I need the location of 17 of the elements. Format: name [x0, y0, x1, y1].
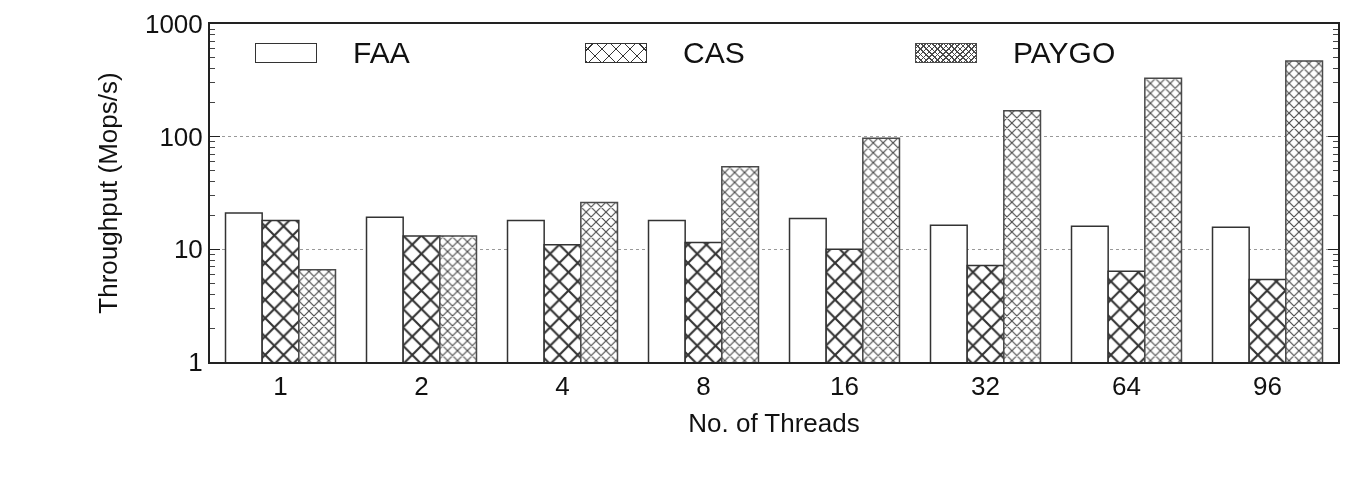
y-tick-label: 10	[173, 234, 203, 265]
x-tick-label: 96	[1253, 371, 1282, 402]
y-tick-label: 100	[159, 121, 203, 152]
x-tick-label: 32	[971, 371, 1000, 402]
legend-label: FAA	[353, 36, 410, 70]
y-axis-title: Throughput (Mops/s)	[92, 72, 123, 314]
x-tick-label: 64	[1112, 371, 1141, 402]
x-tick-label: 16	[830, 371, 859, 402]
legend-label: CAS	[683, 36, 745, 70]
x-tick-label: 8	[696, 371, 711, 402]
y-tick-label: 1000	[144, 9, 203, 40]
legend-label: PAYGO	[1013, 36, 1116, 70]
x-axis-title: No. of Threads	[688, 408, 860, 439]
x-tick-label: 4	[555, 371, 570, 402]
x-tick-label: 2	[414, 371, 429, 402]
x-tick-label: 1	[273, 371, 288, 402]
y-tick-label: 1	[188, 347, 203, 378]
